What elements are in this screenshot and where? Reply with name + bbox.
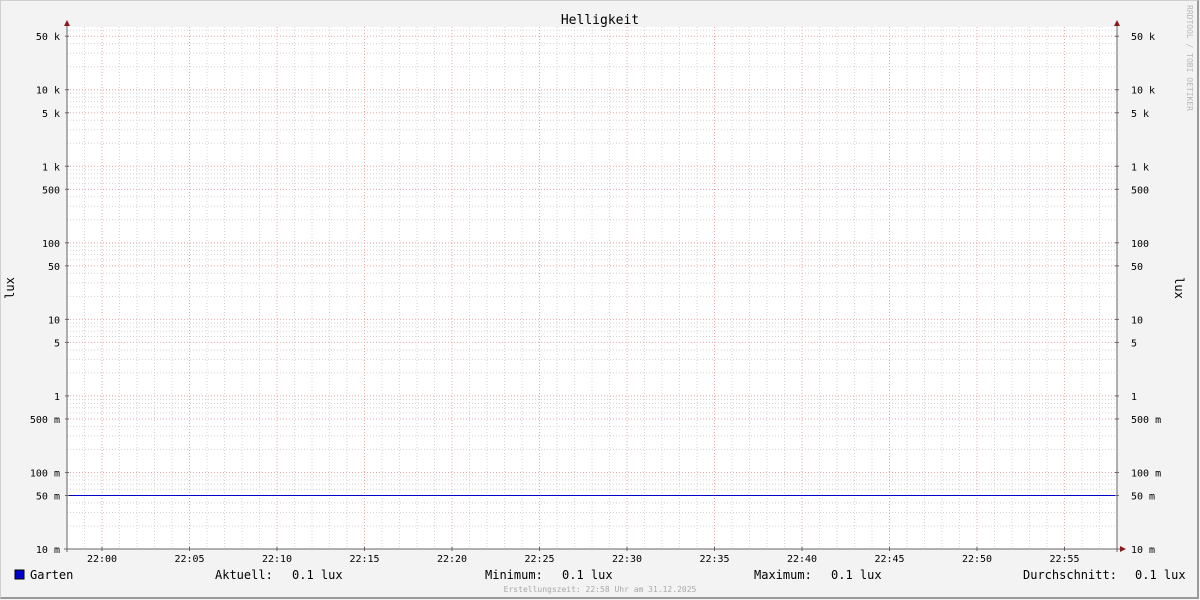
x-tick-label: 22:15: [349, 554, 379, 565]
y-tick-label-left: 50 m: [36, 491, 60, 502]
y-tick-label-right: 5: [1131, 338, 1137, 349]
y-tick-label-right: 10 k: [1131, 86, 1155, 97]
legend-maximum-value: 0.1 lux: [831, 568, 882, 582]
y-tick-label-right: 50 k: [1131, 32, 1155, 43]
y-tick-label-left: 10 m: [36, 545, 60, 556]
legend-maximum-label: Maximum:: [754, 568, 812, 582]
legend-minimum-value: 0.1 lux: [562, 568, 613, 582]
y-tick-label-right: 100 m: [1131, 468, 1161, 479]
y-tick-label-left: 10: [48, 315, 60, 326]
y-tick-label-left: 10 k: [36, 86, 60, 97]
y-axis-label-left: lux: [3, 277, 17, 299]
x-tick-label: 22:25: [524, 554, 554, 565]
x-axis-arrow-icon: [1120, 546, 1126, 552]
x-tick-label: 22:20: [437, 554, 467, 565]
y-tick-label-right: 100: [1131, 239, 1149, 250]
legend-minimum-label: Minimum:: [485, 568, 543, 582]
y-tick-label-right: 1 k: [1131, 162, 1149, 173]
y-tick-label-left: 50: [48, 262, 60, 273]
y-tick-label-left: 50 k: [36, 32, 60, 43]
y-axis-label-right: lux: [1172, 277, 1186, 299]
y-tick-label-left: 1 k: [42, 162, 60, 173]
y-tick-label-right: 50: [1131, 262, 1143, 273]
y-tick-label-left: 100: [42, 239, 60, 250]
x-tick-label: 22:30: [612, 554, 642, 565]
y-tick-label-right: 1: [1131, 392, 1137, 403]
y-tick-label-right: 5 k: [1131, 109, 1149, 120]
x-tick-label: 22:35: [699, 554, 729, 565]
y-tick-label-left: 1: [54, 392, 60, 403]
x-tick-label: 22:05: [174, 554, 204, 565]
x-tick-label: 22:55: [1049, 554, 1079, 565]
x-tick-label: 22:10: [262, 554, 292, 565]
y-tick-label-left: 500 m: [30, 415, 60, 426]
y-tick-label-right: 10 m: [1131, 545, 1155, 556]
y-tick-label-left: 5: [54, 338, 60, 349]
y-tick-label-right: 10: [1131, 315, 1143, 326]
legend-average-value: 0.1 lux: [1135, 568, 1186, 582]
x-tick-label: 22:40: [787, 554, 817, 565]
x-tick-label: 22:45: [874, 554, 904, 565]
chart-title: Helligkeit: [561, 13, 639, 28]
y-tick-label-left: 100 m: [30, 468, 60, 479]
y-tick-label-right: 50 m: [1131, 491, 1155, 502]
watermark: RRDTOOL / TOBI OETIKER: [1185, 5, 1194, 111]
x-tick-label: 22:50: [962, 554, 992, 565]
legend-swatch-garten: [14, 569, 25, 580]
legend-average-label: Durchschnitt:: [1023, 568, 1117, 582]
legend-name: Garten: [30, 568, 73, 582]
legend-current-label: Aktuell:: [215, 568, 273, 582]
footer-timestamp: Erstellungszeit: 22:58 Uhr am 31.12.2025: [504, 585, 697, 594]
legend-current-value: 0.1 lux: [292, 568, 343, 582]
y-axis-arrow-right-icon: [1114, 20, 1120, 26]
y-axis-arrow-left-icon: [64, 20, 70, 26]
y-tick-label-right: 500: [1131, 185, 1149, 196]
y-tick-label-left: 5 k: [42, 109, 60, 120]
x-tick-label: 22:00: [87, 554, 117, 565]
y-tick-label-right: 500 m: [1131, 415, 1161, 426]
y-tick-label-left: 500: [42, 185, 60, 196]
